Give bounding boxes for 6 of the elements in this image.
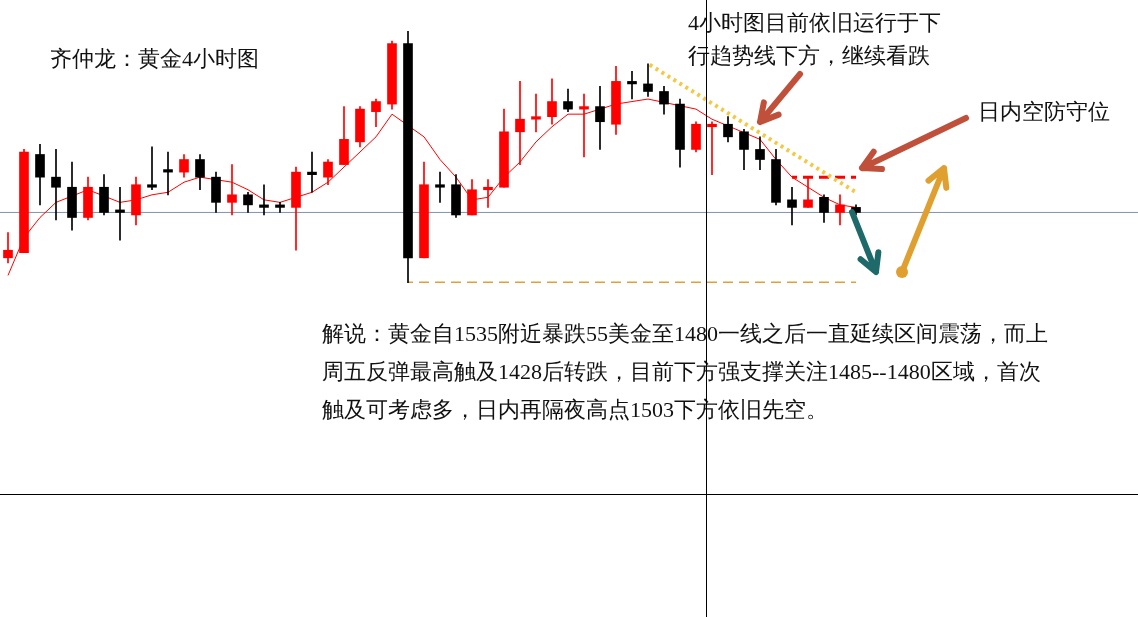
- candlestick: [227, 164, 237, 216]
- candlestick: [435, 171, 445, 203]
- text: 齐仲龙：黄金4小时图: [50, 45, 260, 73]
- candlestick: [531, 93, 541, 133]
- candlestick: [147, 146, 157, 191]
- text: 日内空防守位: [978, 98, 1111, 126]
